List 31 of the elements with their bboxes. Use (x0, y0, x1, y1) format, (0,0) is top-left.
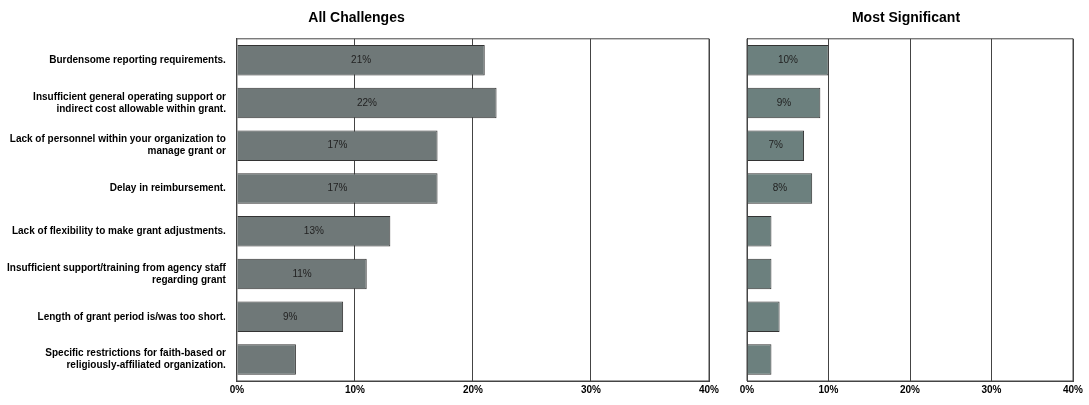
x-tick-label: 20% (462, 383, 484, 395)
data-label: 10% (777, 53, 799, 65)
x-tick-label: 0% (229, 383, 245, 395)
y-tick-label: Lack of personnel within your organization to manage grant or (9, 133, 226, 157)
y-tick-label: Insufficient general operating support or indirect cost allowable within grant. (33, 90, 227, 114)
y-tick-label: Length of grant period is/was too short. (37, 310, 227, 322)
data-label: 8% (772, 182, 788, 194)
x-tick-label: 0% (739, 383, 755, 395)
x-tick-label: 30% (580, 383, 602, 395)
x-tick-label: 10% (818, 383, 839, 395)
data-label: 21% (351, 53, 372, 65)
y-tick-label: Delay in reimbursement. (109, 182, 227, 194)
x-tick-label: 40% (698, 383, 720, 395)
y-tick-label: Lack of flexibility to make grant adjustments. (11, 225, 227, 237)
chart-title: All Challenges (308, 9, 405, 26)
data-label: 11% (292, 267, 312, 279)
y-tick-label: Burdensome reporting requirements. (49, 53, 227, 65)
data-label: 7% (768, 139, 784, 151)
data-label: 17% (327, 182, 348, 194)
x-tick-label: 20% (899, 383, 921, 395)
data-label: 22% (356, 96, 378, 108)
data-label: 17% (327, 139, 348, 151)
data-label: 9% (776, 96, 792, 108)
x-tick-label: 40% (1062, 383, 1084, 395)
y-tick-label: Insufficient support/training from agency staff regarding grant (7, 261, 227, 285)
y-tick-label: Specific restrictions for faith-based or religiously-affiliated organization. (45, 347, 227, 371)
data-label: 9% (283, 310, 298, 322)
data-label: 13% (303, 225, 324, 237)
x-tick-label: 10% (344, 383, 366, 395)
x-tick-label: 30% (981, 383, 1002, 395)
chart-title: Most Significant (851, 9, 961, 26)
